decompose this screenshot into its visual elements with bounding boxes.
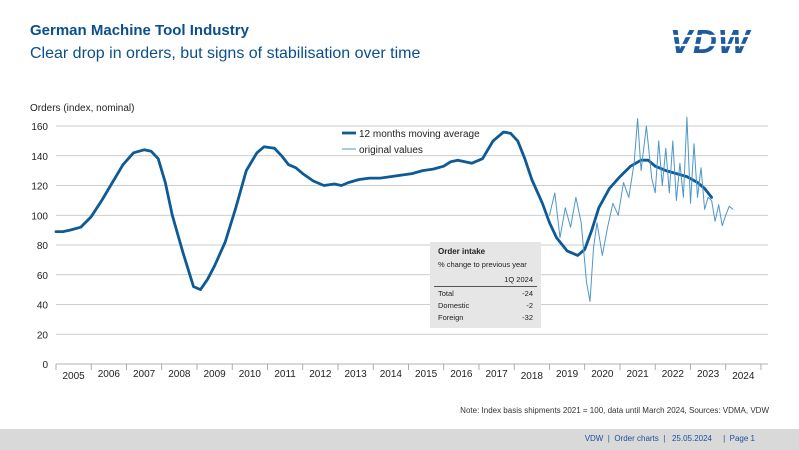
y-axis-title: Orders (index, nominal) (30, 103, 135, 114)
legend-label-moving-average: 12 months moving average (359, 129, 480, 140)
x-tick-label: 2017 (485, 369, 508, 380)
y-tick-label: 100 (31, 211, 48, 222)
series-line-original-values (549, 116, 734, 302)
order-intake-row-foreign: Foreign -32 (438, 313, 533, 322)
y-tick-label: 80 (37, 241, 49, 252)
order-intake-label: Total (438, 289, 454, 298)
order-intake-subtitle: % change to previous year (438, 260, 527, 269)
order-intake-row-total: Total -24 (438, 289, 533, 298)
x-tick-label: 2023 (697, 369, 720, 380)
x-tick-label: 2014 (380, 369, 403, 380)
x-tick-label: 2019 (556, 369, 579, 380)
source-note: Note: Index basis shipments 2021 = 100, … (460, 406, 769, 415)
order-intake-label: Domestic (438, 301, 470, 310)
order-intake-value: -24 (522, 289, 533, 298)
x-tick-label: 2009 (203, 369, 226, 380)
y-tick-label: 140 (31, 152, 48, 163)
y-tick-label: 0 (42, 360, 48, 371)
page-subtitle: Clear drop in orders, but signs of stabi… (30, 45, 421, 62)
order-intake-value: -2 (526, 301, 533, 310)
x-tick-label: 2021 (626, 369, 649, 380)
series-line-moving-average (54, 130, 713, 292)
x-tick-label: 2012 (309, 369, 332, 380)
legend-label-original-values: original values (359, 145, 423, 156)
order-intake-period: 1Q 2024 (504, 275, 533, 284)
x-tick-label: 2015 (415, 369, 438, 380)
order-intake-label: Foreign (438, 313, 464, 322)
order-intake-title: Order intake (438, 247, 486, 256)
order-intake-divider (434, 286, 537, 287)
x-tick-label: 2011 (274, 369, 296, 380)
order-intake-value: -32 (522, 313, 533, 322)
x-tick-label: 2022 (662, 369, 685, 380)
footer-bar: VDW | Order charts | 25.05.2024 | Page 1 (0, 429, 799, 450)
x-tick-label: 2024 (732, 371, 755, 382)
x-tick-label: 2018 (521, 371, 544, 382)
vdw-logo: VDW (668, 26, 770, 56)
x-tick-label: 2013 (344, 369, 367, 380)
order-intake-row-domestic: Domestic -2 (438, 301, 533, 310)
order-intake-box: Order intake % change to previous year 1… (430, 242, 541, 328)
vdw-logo-text: VDW (670, 26, 752, 56)
x-tick-label: 2020 (591, 369, 614, 380)
y-tick-label: 20 (37, 330, 49, 341)
x-tick-label: 2005 (62, 371, 85, 382)
x-tick-label: 2016 (450, 369, 473, 380)
y-tick-label: 120 (31, 182, 48, 193)
x-tick-label: 2006 (98, 369, 121, 380)
y-tick-label: 160 (31, 122, 48, 133)
page-title: German Machine Tool Industry (30, 22, 249, 39)
y-tick-label: 40 (37, 301, 49, 312)
x-tick-label: 2010 (239, 369, 262, 380)
x-tick-label: 2008 (168, 369, 191, 380)
y-tick-label: 60 (37, 271, 49, 282)
x-tick-label: 2007 (133, 369, 156, 380)
orders-line-chart: 0 20 40 60 80 100 120 140 160 2005 2006 2007 2008 200… (31, 116, 768, 382)
footer-text: VDW | Order charts | 25.05.2024 | Page 1 (584, 434, 755, 443)
